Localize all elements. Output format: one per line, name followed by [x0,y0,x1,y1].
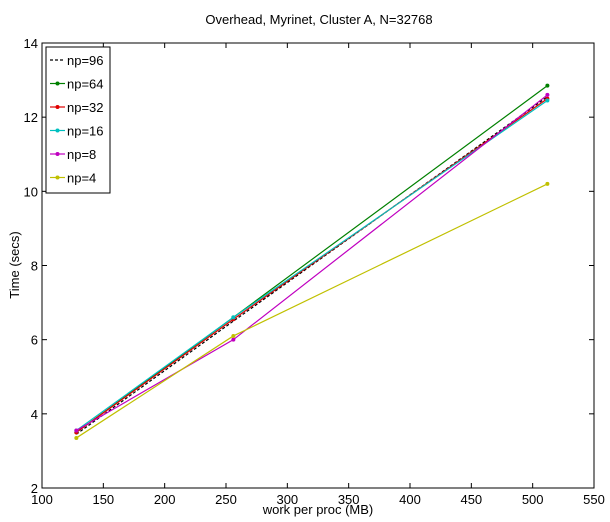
legend-marker [55,175,60,180]
x-tick-label: 250 [215,492,237,507]
legend-marker [55,105,60,109]
data-point [545,181,550,186]
legend-marker [55,81,60,86]
y-tick-label: 10 [24,184,38,199]
x-tick-label: 100 [31,492,53,507]
data-point [231,315,236,320]
x-tick-label: 150 [92,492,114,507]
x-axis: 100 150 200 250 300 350 400 450 500 550 [31,43,605,507]
x-tick-label: 500 [522,492,544,507]
data-point [231,337,236,342]
data-point [545,83,550,88]
legend-label: np=8 [67,147,96,162]
data-point [231,333,236,338]
legend-label: np=16 [67,124,104,139]
legend-label: np=32 [67,100,104,115]
x-tick-label: 300 [276,492,298,507]
legend-label: np=64 [67,77,104,92]
data-point [74,435,79,440]
data-point [545,98,550,103]
y-tick-label: 6 [31,333,38,348]
y-tick-label: 2 [31,481,38,496]
legend-label: np=96 [67,53,104,68]
plot-area [41,42,595,489]
data-point [74,428,79,433]
series-layer [74,83,550,440]
chart-title: Overhead, Myrinet, Cluster A, N=32768 [205,12,432,27]
y-axis: 2 4 6 8 10 12 14 [24,36,594,496]
legend-label: np=4 [67,171,96,186]
x-axis-label: work per proc (MB) [262,502,374,517]
y-tick-label: 14 [24,36,38,51]
x-tick-label: 200 [154,492,176,507]
y-axis-label: Time (secs) [7,231,22,298]
legend: np=96 np=64 np=32 np=16 np=8 np=4 [45,46,111,194]
y-tick-label: 8 [31,259,38,274]
legend-marker [55,128,60,133]
y-tick-label: 12 [24,110,38,125]
y-tick-label: 4 [31,407,38,422]
data-point [545,92,550,97]
x-tick-label: 450 [460,492,482,507]
x-tick-label: 550 [583,492,605,507]
x-tick-label: 400 [399,492,421,507]
legend-box [45,46,111,194]
x-tick-label: 350 [338,492,360,507]
legend-marker [55,152,60,156]
